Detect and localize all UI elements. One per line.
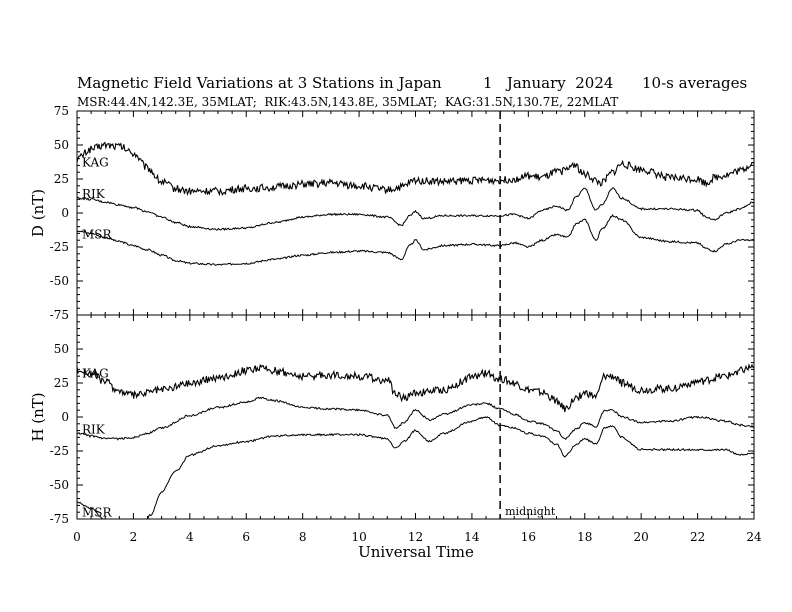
chart-title: Magnetic Field Variations at 3 Stations … xyxy=(77,74,442,92)
series-label-msr: MSR xyxy=(82,228,113,242)
x-tick-label: 2 xyxy=(130,530,138,544)
chart-averaging: 10-s averages xyxy=(642,74,747,92)
x-tick-label: 16 xyxy=(521,530,536,544)
y-tick-label: 25 xyxy=(54,376,69,390)
series-line-rik-h xyxy=(77,396,754,441)
y-tick-label: 25 xyxy=(54,172,69,186)
series-line-kag-d xyxy=(77,141,754,197)
tick-marks xyxy=(76,110,755,520)
series-line-kag-h xyxy=(77,363,754,413)
series-line-rik-d xyxy=(77,187,754,232)
x-tick-label: 8 xyxy=(299,530,307,544)
x-tick-label: 12 xyxy=(408,530,423,544)
y-tick-label: 50 xyxy=(54,138,69,152)
data-series xyxy=(77,141,754,519)
y-axis-label-h: H (nT) xyxy=(29,392,47,441)
series-label-kag: KAG xyxy=(82,156,109,170)
y-tick-label: -50 xyxy=(50,478,69,492)
panel-frame-d xyxy=(76,110,755,316)
series-label-rik: RIK xyxy=(82,422,106,436)
x-tick-label: 4 xyxy=(186,530,194,544)
y-tick-label: 0 xyxy=(61,410,69,424)
x-tick-label: 18 xyxy=(577,530,592,544)
x-tick-label: 22 xyxy=(690,530,705,544)
y-tick-label: -75 xyxy=(50,512,69,526)
x-tick-label: 24 xyxy=(746,530,762,544)
y-tick-label: -50 xyxy=(50,274,69,288)
tick-labels: 0 2 4 6 8 10 12 14 16 18 20 22 247550250-25-50-75KAG… xyxy=(50,104,762,544)
panel-frame-h xyxy=(76,314,755,520)
y-tick-label: -25 xyxy=(50,444,69,458)
series-line-msr-d xyxy=(77,214,754,266)
x-axis-label: Universal Time xyxy=(358,543,474,561)
series-label-rik: RIK xyxy=(82,187,106,201)
y-tick-label: 0 xyxy=(61,206,69,220)
x-tick-label: 20 xyxy=(634,530,649,544)
midnight-label: midnight xyxy=(505,505,556,518)
stations-info: MSR:44.4N,142.3E, 35MLAT; RIK:43.5N,143.… xyxy=(77,95,618,109)
chart-date: 1 January 2024 xyxy=(483,74,613,92)
series-line-msr-h xyxy=(77,416,754,519)
y-tick-label: -75 xyxy=(50,308,69,322)
y-tick-label: 75 xyxy=(54,104,69,118)
x-tick-label: 0 xyxy=(73,530,81,544)
y-tick-label: -25 xyxy=(50,240,69,254)
x-tick-label: 14 xyxy=(464,530,480,544)
y-tick-label: 50 xyxy=(54,342,69,356)
x-tick-label: 6 xyxy=(242,530,250,544)
y-axis-label-d: D (nT) xyxy=(29,189,47,237)
x-tick-label: 10 xyxy=(351,530,366,544)
